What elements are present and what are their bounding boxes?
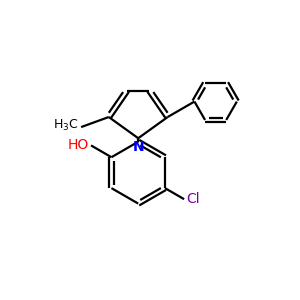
Text: HO: HO [68, 138, 89, 152]
Text: Cl: Cl [187, 192, 200, 206]
Text: H$_3$C: H$_3$C [52, 118, 78, 133]
Text: N: N [132, 140, 144, 154]
